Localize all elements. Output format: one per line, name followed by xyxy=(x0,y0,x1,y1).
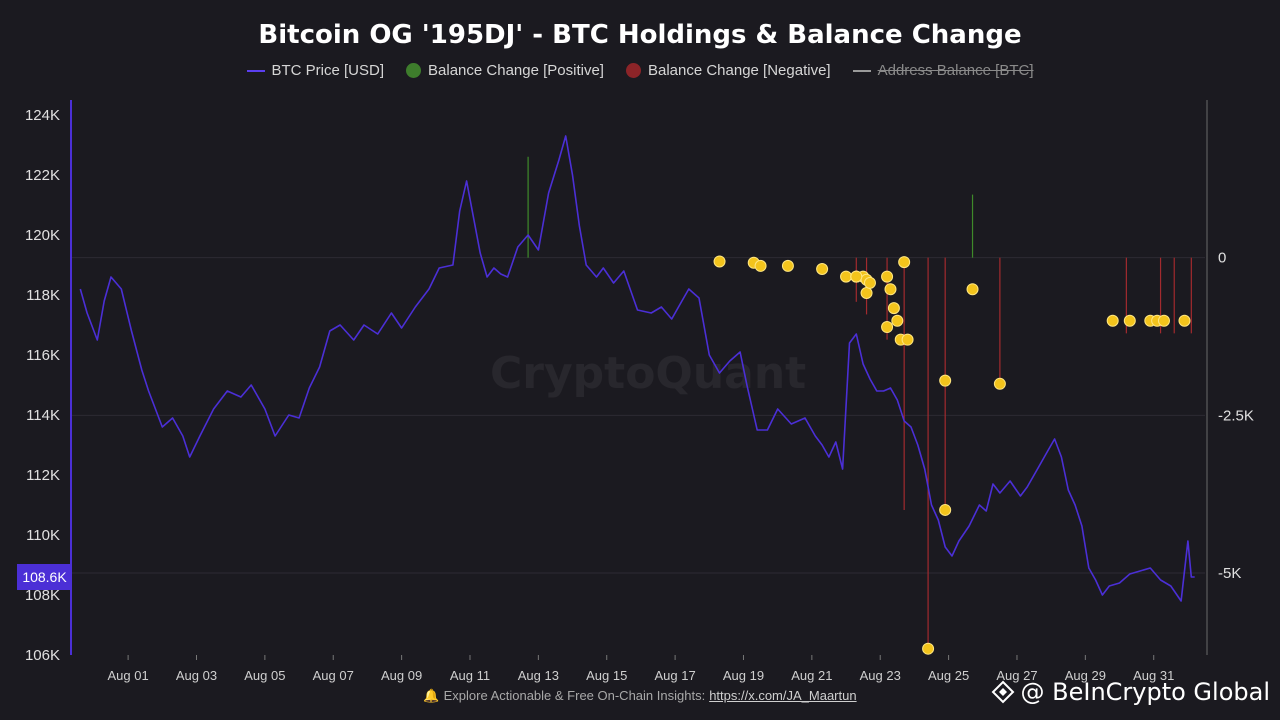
balance-dots xyxy=(713,255,1191,655)
balance-dot xyxy=(891,314,904,327)
balance-dot xyxy=(816,263,829,276)
balance-dot xyxy=(1106,314,1119,327)
x-tick-label: Aug 21 xyxy=(791,668,832,683)
balance-dot xyxy=(1178,314,1191,327)
balance-dot xyxy=(939,503,952,516)
balance-dot xyxy=(939,374,952,387)
balance-dot xyxy=(840,270,853,283)
balance-dot xyxy=(860,286,873,299)
x-tick-label: Aug 15 xyxy=(586,668,627,683)
x-tick-label: Aug 17 xyxy=(655,668,696,683)
right-tick-label: 0 xyxy=(1218,250,1226,267)
x-tick-label: Aug 09 xyxy=(381,668,422,683)
left-tick-label: 106K xyxy=(25,647,60,664)
bell-icon: 🔔 xyxy=(423,688,440,703)
x-tick-label: Aug 13 xyxy=(518,668,559,683)
legend: BTC Price [USD] Balance Change [Positive… xyxy=(0,62,1280,79)
legend-label: Address Balance [BTC] xyxy=(877,62,1034,79)
x-tick-label: Aug 03 xyxy=(176,668,217,683)
legend-item-address-balance[interactable]: Address Balance [BTC] xyxy=(852,62,1034,79)
left-tick-label: 112K xyxy=(26,467,60,484)
axis-labels: 106K 108K 110K 112K 114K 116K 118K 120K 122K 124K… xyxy=(17,107,1254,683)
balance-dot xyxy=(863,276,876,289)
balance-dot xyxy=(922,642,935,655)
legend-line-icon xyxy=(852,69,871,72)
x-tick-label: Aug 23 xyxy=(860,668,901,683)
balance-dot xyxy=(1123,314,1136,327)
legend-dot-icon xyxy=(406,63,422,78)
balance-dot xyxy=(881,270,894,283)
gridlines xyxy=(70,257,1205,574)
left-tick-label: 114K xyxy=(26,407,60,424)
balance-dot xyxy=(850,270,863,283)
btc-price-line xyxy=(79,135,1195,602)
brand-text: @ BeInCrypto Global xyxy=(1020,678,1271,706)
legend-label: BTC Price [USD] xyxy=(271,62,385,79)
left-tick-label: 108K xyxy=(25,587,60,604)
legend-item-btc-price[interactable]: BTC Price [USD] xyxy=(246,62,385,79)
x-tick-label: Aug 19 xyxy=(723,668,764,683)
left-tick-label: 118K xyxy=(26,287,60,304)
brand-diamond-icon xyxy=(991,680,1014,704)
balance-dot xyxy=(881,321,894,334)
legend-item-negative[interactable]: Balance Change [Negative] xyxy=(625,62,831,79)
left-tick-label: 124K xyxy=(25,107,60,124)
x-tick-label: Aug 27 xyxy=(996,668,1037,683)
chart-title: Bitcoin OG '195DJ' - BTC Holdings & Bala… xyxy=(258,20,1022,50)
x-tick-label: Aug 05 xyxy=(244,668,285,683)
legend-item-positive[interactable]: Balance Change [Positive] xyxy=(406,62,604,79)
x-tick-label: Aug 07 xyxy=(313,668,354,683)
x-tick-label: Aug 01 xyxy=(108,668,149,683)
balance-dot xyxy=(781,259,794,272)
x-tick-label: Aug 29 xyxy=(1065,668,1106,683)
legend-line-icon xyxy=(246,69,265,72)
footer-link[interactable]: https://x.com/JA_Maartun xyxy=(709,688,857,703)
balance-dot xyxy=(966,283,979,296)
balance-dot xyxy=(887,302,900,315)
x-tick-label: Aug 31 xyxy=(1133,668,1174,683)
center-watermark: CryptoQuant xyxy=(490,348,807,399)
left-tick-label: 122K xyxy=(25,167,60,184)
brand-watermark: @ BeInCrypto Global xyxy=(991,678,1271,706)
balance-dot xyxy=(1157,314,1170,327)
left-tick-label: 116K xyxy=(26,347,60,364)
right-tick-label: -5K xyxy=(1218,565,1241,582)
axes xyxy=(70,100,1208,660)
left-tick-label: 120K xyxy=(25,227,60,244)
legend-label: Balance Change [Positive] xyxy=(428,62,604,79)
x-tick-label: Aug 11 xyxy=(450,668,490,683)
price-series xyxy=(79,135,1195,602)
footer-note: 🔔 Explore Actionable & Free On-Chain Insi… xyxy=(0,688,1280,704)
current-price-label: 108.6K xyxy=(22,569,67,585)
balance-dot xyxy=(993,377,1006,390)
legend-label: Balance Change [Negative] xyxy=(647,62,831,79)
balance-dot xyxy=(898,256,911,269)
balance-dot xyxy=(901,333,914,346)
current-price-badge xyxy=(17,564,72,590)
footer-text: Explore Actionable & Free On-Chain Insig… xyxy=(443,688,706,703)
legend-dot-icon xyxy=(625,63,641,78)
balance-dot xyxy=(754,259,767,272)
balance-dot xyxy=(713,255,726,268)
balance-dot xyxy=(884,283,897,296)
left-tick-label: 110K xyxy=(26,527,60,544)
right-tick-label: -2.5K xyxy=(1218,407,1254,424)
x-tick-label: Aug 25 xyxy=(928,668,969,683)
